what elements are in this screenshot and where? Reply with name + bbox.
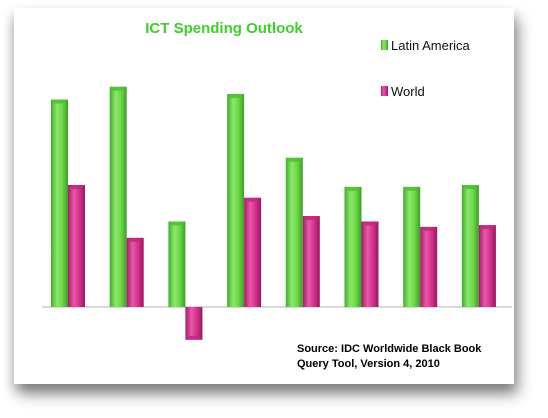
bar-world-2 <box>126 237 144 307</box>
bar-latin-america-2 <box>109 86 127 307</box>
bar-latin-america-7 <box>403 186 421 307</box>
bar-cap-latin-america-6 <box>344 186 362 191</box>
bar-world-3 <box>185 307 203 340</box>
bar-group <box>51 86 496 340</box>
bar-world-1 <box>68 185 85 307</box>
bar-latin-america-8 <box>461 185 479 307</box>
bar-cap-world-7 <box>420 226 438 231</box>
legend-label-latin-america: Latin America <box>391 38 471 53</box>
legend-swatch-latin-america <box>381 40 388 50</box>
bar-cap-world-4 <box>244 197 262 202</box>
bar-cap-world-2 <box>126 237 144 242</box>
bar-world-5 <box>302 216 320 307</box>
bar-cap-world-8 <box>478 225 496 230</box>
bar-cap-latin-america-8 <box>461 185 479 190</box>
bar-cap-latin-america-4 <box>227 94 245 99</box>
bar-world-7 <box>420 226 438 307</box>
bar-cap-world-5 <box>302 216 320 220</box>
bar-cap-latin-america-3 <box>168 221 186 226</box>
bar-cap-latin-america-7 <box>403 186 421 191</box>
bar-cap-world-3 <box>185 335 203 340</box>
bar-cap-latin-america-1 <box>51 99 68 104</box>
bar-cap-latin-america-5 <box>285 157 303 162</box>
bar-latin-america-5 <box>285 157 303 307</box>
source-note-line-2: Query Tool, Version 4, 2010 <box>297 358 440 370</box>
bar-cap-latin-america-2 <box>109 86 127 91</box>
chart-frame <box>14 8 514 384</box>
bar-world-4 <box>244 197 262 307</box>
bar-latin-america-3 <box>168 221 186 307</box>
legend-swatch-world <box>381 86 388 96</box>
source-note-line-1: Source: IDC Worldwide Black Book <box>297 343 482 355</box>
chart-title: ICT Spending Outlook <box>145 20 303 37</box>
bar-cap-world-1 <box>68 185 85 190</box>
bar-cap-world-6 <box>361 221 379 226</box>
bar-latin-america-1 <box>51 99 68 308</box>
legend-label-world: World <box>391 84 425 99</box>
bar-latin-america-4 <box>227 94 245 307</box>
bar-latin-america-6 <box>344 186 362 307</box>
bar-world-6 <box>361 221 379 307</box>
bar-world-8 <box>478 225 496 307</box>
